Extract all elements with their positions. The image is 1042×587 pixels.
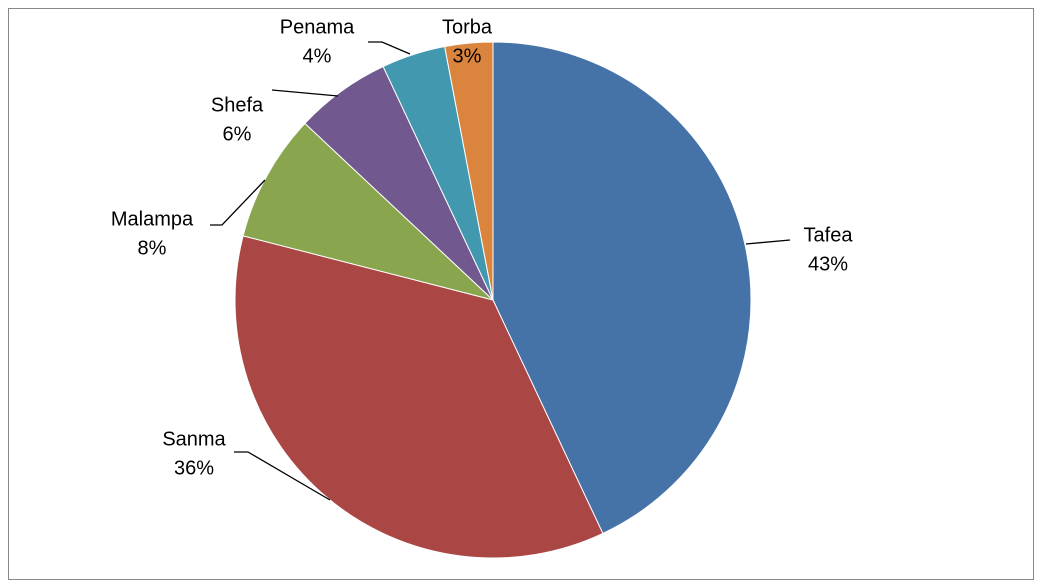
slice-value-label: 3% (453, 45, 482, 67)
slice-label: Torba (442, 16, 493, 38)
slice-label: Shefa (211, 94, 264, 116)
leader-line (234, 451, 331, 501)
slice-value-label: 6% (223, 123, 252, 145)
slice-label: Sanma (162, 428, 226, 450)
pie-slice (492, 41, 752, 535)
leader-line (210, 179, 266, 226)
slice-label: Penama (280, 16, 355, 38)
leader-line (368, 41, 411, 55)
leader-line (271, 89, 339, 97)
slice-value-label: 8% (138, 237, 167, 259)
slice-value-label: 4% (303, 45, 332, 67)
pie-slice (242, 122, 494, 301)
slice-value-label: 36% (174, 457, 214, 479)
leader-line (745, 239, 791, 245)
slice-label: Tafea (804, 224, 854, 246)
slice-value-label: 43% (808, 253, 848, 275)
slice-label: Malampa (111, 208, 194, 230)
pie-slice (444, 41, 494, 301)
